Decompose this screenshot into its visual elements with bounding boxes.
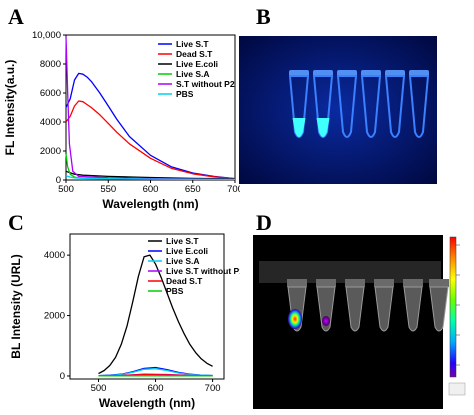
chart-c-x-tick-label: 600 [148,383,164,394]
tube-body [360,75,382,138]
chart-a-y-tick-label: 2000 [40,146,61,157]
photo-d-tubes-imaging [253,235,467,409]
bioluminescence-signal-strong [288,309,302,329]
chart-c-y-axis-title: BL Intensity (URL) [9,254,23,358]
color-scale-bar [449,236,457,378]
bioluminescence-signal-weak [322,316,330,326]
tube-body [316,286,336,332]
tube-body [374,286,394,332]
chart-a-legend-label-pbs: PBS [176,89,194,99]
tube-body [345,286,365,332]
photo-b-drawing [239,36,437,184]
chart-c-legend-label-pbs: PBS [166,286,184,296]
chart-c-series-live-s-t [98,254,213,375]
chart-c-y-tick-label: 4000 [44,250,65,261]
tube-cap [287,279,307,287]
chart-a-x-tick-label: 500 [58,184,74,195]
chart-c-legend-label-live-s-t: Live S.T [166,236,199,246]
chart-a-legend-label-dead-s-t: Dead S.T [176,49,213,59]
panel-letter-a: A [8,4,24,29]
chart-c-y-tick-label: 0 [60,371,65,382]
chart-a-x-tick-label: 600 [143,184,159,195]
chart-a-series-live-e-coli [65,170,236,180]
chart-c-x-axis-title: Wavelength (nm) [99,396,195,410]
chart-c-y-tick-label: 2000 [44,311,65,322]
chart-a-fluorescence: 500 550 600 650 700 0 2000 4000 6000 8000 10,000 Wa… [3,30,240,211]
chart-a-y-axis-title: FL Intensity(a.u.) [3,60,17,156]
chart-c-legend-label-dead-s-t: Dead S.T [166,276,203,286]
tube-cap [345,279,365,287]
chart-c-bioluminescence: 500 600 700 0 2000 4000 Wavelength (nm) BL Inte… [9,233,240,410]
photo-b-background [239,36,437,184]
photo-b-tubes-fluorescence [239,36,437,184]
tube-body [429,286,449,332]
tube-liquid [316,118,330,137]
chart-a-legend-label-s-t-without-p2: S.T without P2 [176,79,235,89]
chart-a-legend-label-live-s-a: Live S.A [176,69,210,79]
panel-letter-d: D [256,210,272,235]
chart-c-series-live-s-a [98,368,213,377]
panel-letter-b: B [256,4,271,29]
tube-cap [374,279,394,287]
tube-body [384,75,406,138]
chart-a-series-pbs [65,175,236,181]
chart-a-series-dead-s-t [65,100,236,180]
chart-c-x-tick-label: 500 [91,383,107,394]
chart-a-x-tick-label: 550 [100,184,116,195]
chart-c-legend-label-live-s-t-without-p1: Live S.T without P1 [166,266,240,276]
tube-body [336,75,358,138]
panel-letter-c: C [8,210,24,235]
chart-a-x-tick-label: 700 [227,184,240,195]
chart-a-series-live-s-t [65,72,236,180]
chart-a-y-tick-label: 10,000 [32,30,61,41]
tube-cap [403,279,423,287]
tube-liquid [292,118,306,137]
chart-c-legend-label-live-s-a: Live S.A [166,256,200,266]
chart-a-y-tick-label: 8000 [40,59,61,70]
scale-bar-ticks [456,244,460,366]
chart-a-x-axis-title: Wavelength (nm) [102,197,198,211]
tube-cap [429,279,449,287]
photo-d-drawing [253,235,466,409]
chart-a-y-tick-label: 0 [56,175,61,186]
tube-rack [259,261,441,283]
tube-body [408,75,430,138]
chart-a-x-tick-label: 650 [185,184,201,195]
chart-c-legend-label-live-e-coli: Live E.coli [166,246,208,256]
chart-a-legend-label-live-e-coli: Live E.coli [176,59,218,69]
chart-a-y-tick-label: 4000 [40,117,61,128]
tube-body [403,286,423,332]
chart-c-x-tick-label: 700 [205,383,221,394]
chart-c-plot-frame [69,233,225,380]
tube-cap [316,279,336,287]
chart-a-legend-label-live-s-t: Live S.T [176,39,209,49]
chart-a-y-tick-label: 6000 [40,88,61,99]
scale-bar-caption-box [448,382,466,396]
